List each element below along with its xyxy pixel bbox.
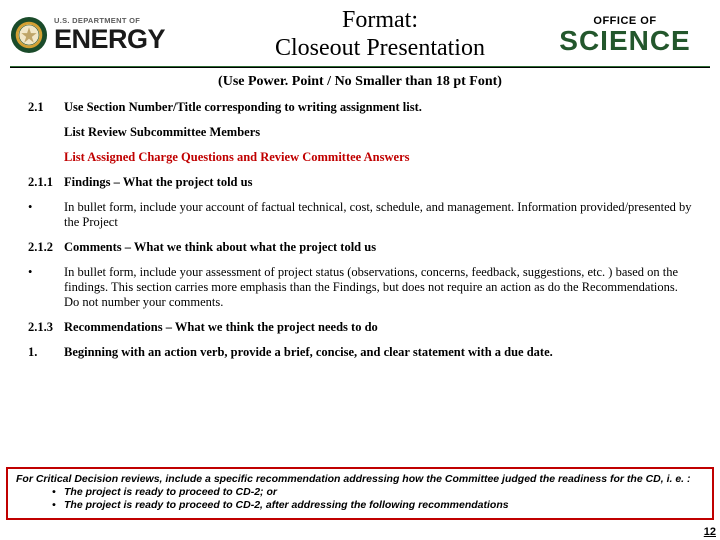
sec-num: 2.1.3 (28, 320, 64, 335)
rec-body: Beginning with an action verb, provide a… (64, 345, 692, 360)
box-bullet-1: The project is ready to proceed to CD-2;… (64, 486, 704, 499)
sec-num: 2.1 (28, 100, 64, 115)
box-intro: For Critical Decision reviews, include a… (16, 473, 704, 486)
sec-text: Use Section Number/Title corresponding t… (64, 100, 692, 115)
rec-num: 1. (28, 345, 64, 360)
list-members: List Review Subcommittee Members (64, 125, 692, 140)
sec-head: Recommendations – What we think the proj… (64, 320, 692, 335)
recommendation-1: 1. Beginning with an action verb, provid… (28, 345, 692, 360)
science-word: SCIENCE (540, 27, 710, 55)
section-2-1: 2.1 Use Section Number/Title correspondi… (28, 100, 692, 115)
sec-body: In bullet form, include your account of … (64, 200, 692, 230)
header-divider (10, 66, 710, 68)
section-2-1-3: 2.1.3 Recommendations – What we think th… (28, 320, 692, 335)
title-line2: Closeout Presentation (275, 35, 485, 61)
title-line1: Format: (342, 7, 418, 33)
energy-word: ENERGY (54, 26, 165, 53)
box-bullet-2: The project is ready to proceed to CD-2,… (64, 499, 704, 512)
section-2-1-1-body: • In bullet form, include your account o… (28, 200, 692, 230)
sec-head: Findings – What the project told us (64, 175, 692, 190)
bullet: • (28, 200, 64, 230)
section-2-1-1: 2.1.1 Findings – What the project told u… (28, 175, 692, 190)
section-2-1-2-body: • In bullet form, include your assessmen… (28, 265, 692, 310)
page-number: 12 (704, 526, 716, 538)
sec-head: Comments – What we think about what the … (64, 240, 692, 255)
subtitle: (Use Power. Point / No Smaller than 18 p… (28, 74, 692, 90)
bullet: • (28, 265, 64, 310)
office-of-science: OFFICE OF SCIENCE (540, 16, 710, 55)
sec-body: In bullet form, include your assessment … (64, 265, 692, 310)
content: (Use Power. Point / No Smaller than 18 p… (0, 72, 720, 360)
section-2-1-2: 2.1.2 Comments – What we think about wha… (28, 240, 692, 255)
sec-num: 2.1.2 (28, 240, 64, 255)
doe-logo-text: U.S. DEPARTMENT OF ENERGY (54, 17, 165, 53)
doe-logo: U.S. DEPARTMENT OF ENERGY (10, 16, 220, 54)
box-bullets: The project is ready to proceed to CD-2;… (16, 486, 704, 512)
doe-seal-icon (10, 16, 48, 54)
page-title: Format: Closeout Presentation (220, 7, 540, 62)
header: U.S. DEPARTMENT OF ENERGY Format: Closeo… (0, 0, 720, 66)
sec-num: 2.1.1 (28, 175, 64, 190)
critical-decision-box: For Critical Decision reviews, include a… (6, 467, 714, 520)
list-charge-questions: List Assigned Charge Questions and Revie… (64, 150, 692, 165)
